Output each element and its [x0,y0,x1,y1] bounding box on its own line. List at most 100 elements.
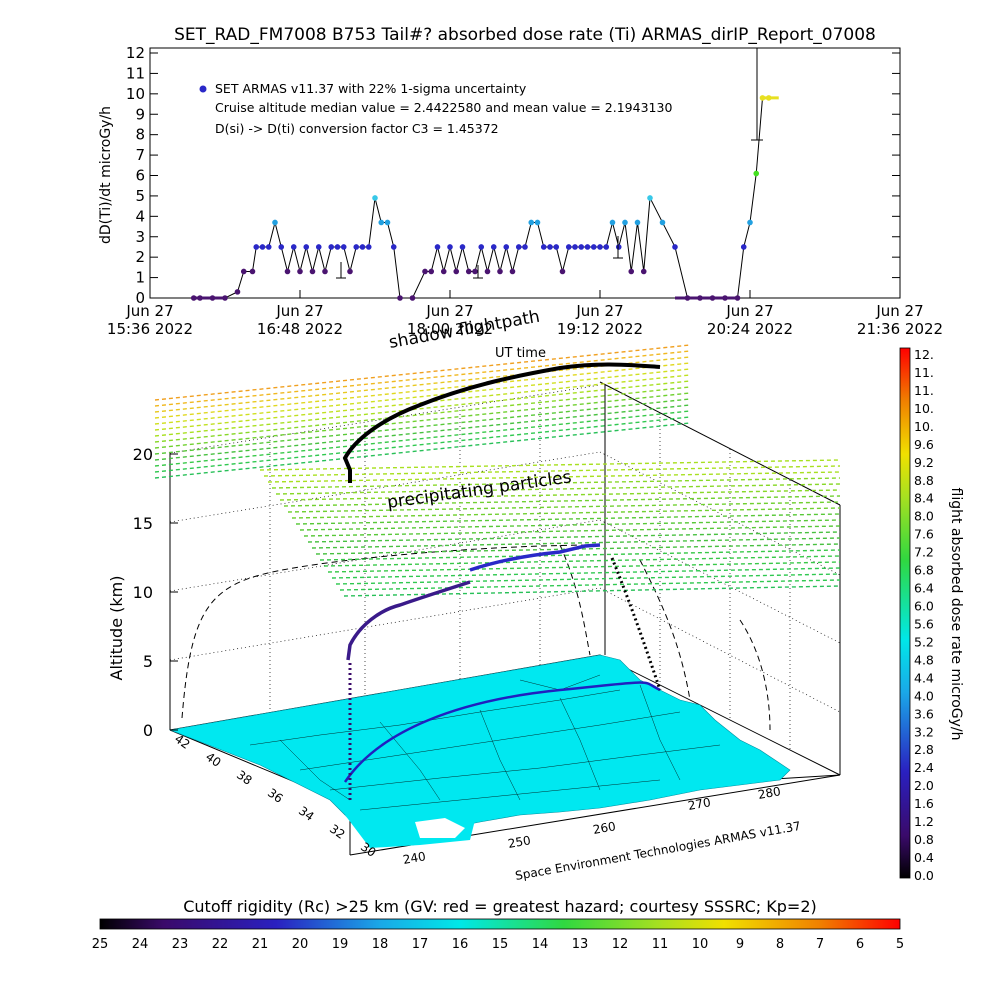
dose-point [590,244,597,250]
rigidity-colorbar-tick-label: 23 [172,937,189,952]
dose-point [340,244,347,250]
shadow-flightpath [342,362,661,483]
dose-colorbar-tick-label: 1.2 [914,814,934,829]
dose-x-tick-date: Jun 27 [425,302,473,320]
dose-colorbar-tick-label: 6.0 [914,599,934,614]
dose-point [459,244,466,250]
dose-point [528,219,535,226]
rigidity-colorbar-tick-label: 12 [612,937,629,952]
dose-colorbar-tick-label: 12. [914,347,934,362]
rigidity-colorbar-tick-label: 11 [652,937,669,952]
sheet-band [154,410,691,467]
sheet-band [154,350,691,407]
dose-point [328,244,335,250]
dose-colorbar-tick-label: 10. [914,419,934,434]
dose-colorbar-tick-label: 2.8 [914,742,934,757]
sheet-band [283,495,841,507]
dose-y-tick-label: 10 [126,85,145,103]
dose-y-tick-label: 0 [135,289,145,307]
dose-y-tick-label: 5 [135,187,145,205]
dose-point [615,244,622,250]
dose-point [290,244,297,250]
dose-point [249,268,256,275]
sheet-band [295,513,841,525]
dose-point [284,268,291,275]
dose-colorbar-tick-label: 7.6 [914,527,934,542]
dose-point [534,219,541,226]
dose-point [659,219,666,226]
dose-point [609,219,616,226]
dose-colorbar-tick-label: 9.6 [914,437,934,452]
sheet-band [335,573,841,585]
dose-point [315,244,322,250]
dose-colorbar-tick-label: 0.8 [914,832,934,847]
sheet-band [327,561,841,573]
flight-path-3d-east [469,543,601,572]
sheet-band [323,555,841,567]
dose-point [559,268,566,275]
dose-y-tick-label: 7 [135,146,145,164]
legend-series-label: SET ARMAS v11.37 with 22% 1-sigma uncert… [215,81,527,96]
dose-point [740,244,747,250]
dose-point [672,244,678,250]
rigidity-colorbar-tick-label: 17 [412,937,429,952]
ut-time-label: UT time [495,346,546,361]
dose-colorbar-tick-label: 3.2 [914,724,934,739]
sheet-band [154,362,691,419]
sheet-band [319,549,841,561]
dose-point [503,244,510,250]
dose-point [297,268,303,275]
dose-colorbar-tick-label: 6.4 [914,581,934,596]
dose-point [447,244,453,250]
dose-colorbar-ticks: 12. 11. 11. 10. 10. 9.6 9.2 8.8 8.4 8.0 7.6 7.2 6.8 6… [914,347,934,883]
longitude-tick-label: 240 [402,849,427,867]
dose-colorbar-tick-label: 1.6 [914,796,934,811]
sheet-band [154,386,691,443]
sheet-band [154,416,691,473]
altitude-tick-label: 20 [133,445,153,464]
altitude-ticks: 0 5 10 15 20 [133,445,178,740]
dose-y-tick-label: 6 [135,167,145,185]
dose-point [603,244,610,250]
dose-point [540,244,547,250]
dose-colorbar-tick-label: 2.4 [914,760,934,775]
altitude-axis-label: Altitude (km) [107,576,126,681]
dose-colorbar-tick-label: 4.4 [914,670,934,685]
precipitating-particles-label: precipitating particles [386,467,573,513]
dose-point [409,295,416,301]
dose-colorbar: 12. 11. 11. 10. 10. 9.6 9.2 8.8 8.4 8.0 7.6 7.2 6.8 6… [899,347,964,883]
latitude-tick-label: 38 [234,768,255,788]
rigidity-colorbar-tick-label: 25 [92,937,109,952]
dose-point [334,244,341,250]
ground-track [343,681,661,783]
dose-point [472,268,478,275]
land-surface [168,654,791,846]
sheet-band [279,489,841,501]
dose-point [578,244,585,250]
rigidity-colorbar-tick-label: 19 [332,937,349,952]
dose-point [390,244,397,250]
dose-point [365,244,372,250]
rigidity-colorbar-tick-label: 18 [372,937,389,952]
sheet-band [154,380,691,437]
dose-y-axis-label: dD(Ti)/dt microGy/h [98,106,114,244]
dose-x-tick-time: 21:36 2022 [857,320,943,338]
dose-point [597,244,603,250]
dose-x-tick-time: 15:36 2022 [107,320,193,338]
sheet-band [291,507,841,519]
dose-point [378,219,385,226]
altitude-tick-label: 5 [143,652,153,671]
dose-y-tick-label: 3 [135,228,145,246]
dose-colorbar-tick-label: 8.8 [914,473,934,488]
dose-point [647,195,653,201]
dose-point [553,244,560,250]
rigidity-colorbar-tick-label: 9 [736,937,744,952]
dose-y-tick-label: 11 [126,64,145,82]
dose-colorbar-tick-label: 7.2 [914,545,934,560]
rigidity-colorbar-tick-label: 14 [532,937,549,952]
dose-point [234,289,241,295]
dose-point [434,244,441,250]
